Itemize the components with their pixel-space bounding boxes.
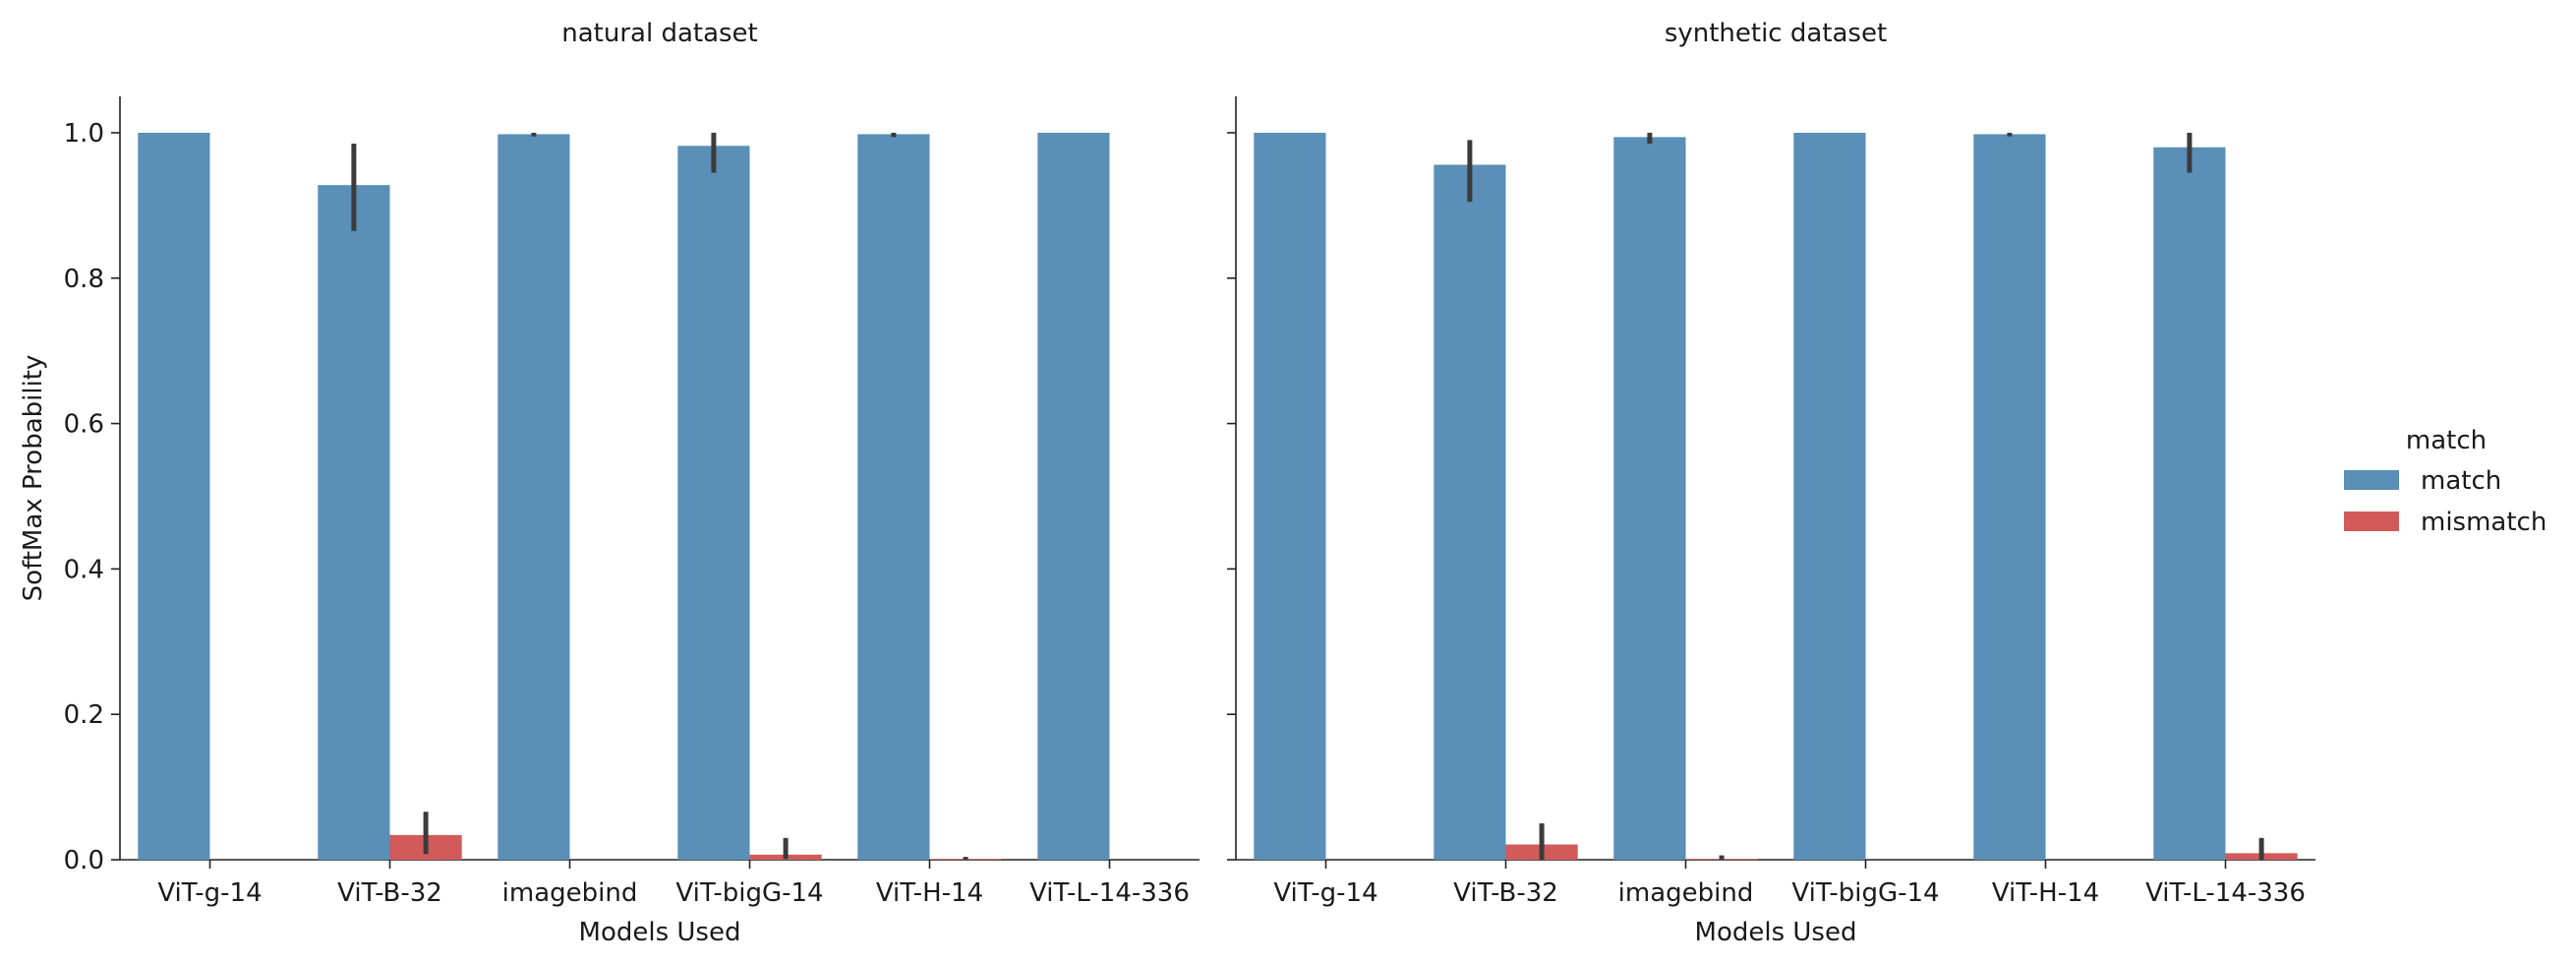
- x-tick-label: ViT-g-14: [157, 878, 262, 908]
- bar-match: [1254, 132, 1326, 860]
- y-tick-label: 0.6: [64, 410, 104, 440]
- panel-1: 0.0 0.2 0.4 0.6 0.8 1.0 natural dataset Models …: [64, 19, 1200, 947]
- x-tick-label: ViT-B-32: [337, 878, 442, 908]
- legend-label-mismatch: mismatch: [2421, 508, 2547, 537]
- x-tick-label: ViT-g-14: [1273, 878, 1377, 908]
- y-tick-label: 0.8: [64, 265, 104, 294]
- x-tick-label: imagebind: [1618, 878, 1754, 908]
- bar-match: [1613, 137, 1686, 861]
- panel-title: natural dataset: [561, 19, 758, 48]
- legend-swatch-match: [2344, 470, 2399, 490]
- x-tick-label: ViT-H-14: [1992, 878, 2099, 908]
- bar-match: [1793, 132, 1866, 860]
- x-tick-label: imagebind: [502, 878, 638, 908]
- x-tick-label: ViT-bigG-14: [1791, 878, 1939, 908]
- x-axis-label: Models Used: [579, 918, 741, 947]
- bar-match: [318, 185, 390, 860]
- bar-match: [1434, 164, 1506, 861]
- legend: match match mismatch: [2344, 426, 2547, 537]
- x-tick-label: ViT-L-14-336: [1029, 878, 1190, 908]
- y-tick-label: 0.0: [64, 846, 104, 875]
- legend-label-match: match: [2421, 466, 2501, 496]
- bar-match: [138, 132, 210, 860]
- y-tick-label: 0.2: [64, 700, 104, 730]
- y-axis-label: SoftMax Probability: [19, 355, 48, 602]
- x-tick-label: ViT-L-14-336: [2145, 878, 2306, 908]
- bar-match: [1037, 132, 1110, 860]
- y-tick-label: 1.0: [64, 119, 104, 149]
- bar-match: [1973, 134, 2046, 860]
- legend-swatch-mismatch: [2344, 512, 2399, 531]
- panel-2: synthetic dataset Models Used ViT-g-14 ViT-…: [1227, 19, 2315, 947]
- bar-match: [498, 134, 570, 860]
- x-axis-label: Models Used: [1695, 918, 1857, 947]
- x-tick-label: ViT-H-14: [876, 878, 983, 908]
- y-tick-label: 0.4: [64, 555, 104, 584]
- x-tick-label: ViT-bigG-14: [675, 878, 823, 908]
- x-tick-label: ViT-B-32: [1453, 878, 1558, 908]
- bar-match: [857, 134, 930, 860]
- bar-match: [677, 146, 750, 860]
- panel-title: synthetic dataset: [1665, 19, 1887, 48]
- bar-match: [2153, 147, 2226, 860]
- legend-title: match: [2406, 426, 2487, 455]
